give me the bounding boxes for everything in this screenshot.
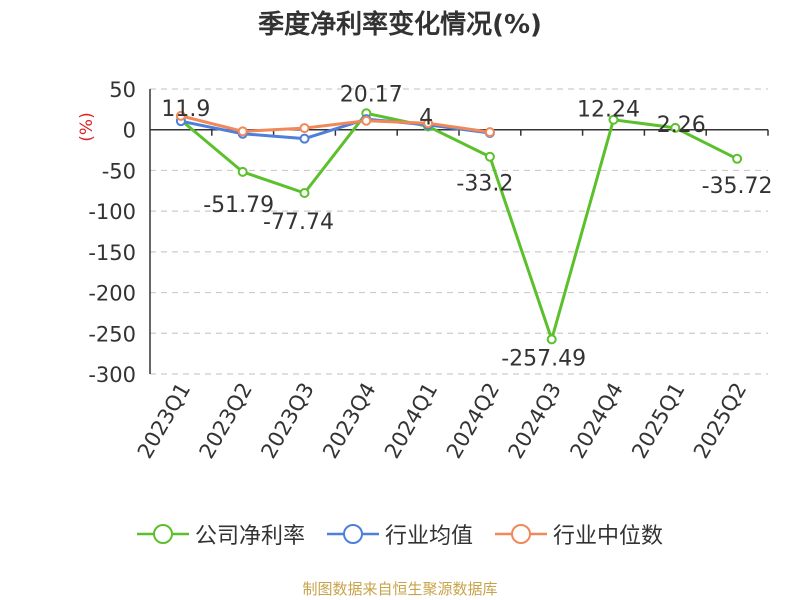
series-line-2 [180,114,491,134]
y-tick-label: 50 [109,78,136,102]
y-tick-label: -100 [88,200,136,224]
legend: 公司净利率 行业均值 行业中位数 [0,518,800,550]
legend-swatch-marker [342,524,363,544]
series-point-2 [423,118,434,129]
series-point-0 [237,166,248,177]
data-label: 12.24 [577,98,640,123]
series-point-0 [670,122,681,133]
data-label: -51.79 [203,193,274,218]
legend-swatch-icon [136,524,189,544]
y-tick-label: -250 [88,322,136,346]
chart-title: 季度净利率变化情况(%) [258,10,542,40]
data-label: -33.2 [456,172,513,197]
y-tick-label: -150 [88,241,136,265]
legend-swatch-marker [152,524,173,544]
legend-label: 行业均值 [384,524,473,549]
data-label: -257.49 [501,346,586,371]
y-tick-label: -200 [88,282,136,306]
grid-lines [150,88,768,375]
series-point-0 [732,153,743,164]
y-tick-label: 0 [123,119,136,143]
series-lines [175,108,743,345]
x-tick-label: 2024Q1 [380,378,442,462]
data-label: -35.72 [702,174,773,199]
y-tick-label: -300 [88,363,136,387]
legend-item-1[interactable]: 行业均值 [326,518,473,550]
data-label: 2.26 [657,113,706,138]
legend-swatch-icon [326,524,379,544]
legend-swatch-marker [511,524,531,544]
series-line-0 [179,111,738,341]
series-point-0 [546,334,557,345]
data-label: 20.17 [340,82,403,107]
source-note: 制图数据来自恒生聚源数据库 [302,580,498,598]
series-point-2 [361,115,372,126]
legend-item-0[interactable]: 公司净利率 [136,518,305,550]
data-labels: 11.9 -51.79-77.74 20.17 4 -33.2 -257.49 12.24 2… [161,82,772,371]
series-point-0 [484,151,495,162]
x-tick-label: 2023Q2 [195,379,257,463]
x-tick-label: 2025Q2 [689,379,751,463]
series-point-0 [299,188,310,199]
series-point-0 [608,114,619,125]
legend-label: 行业中位数 [553,524,664,549]
x-tick-label: 2025Q1 [627,379,689,463]
legend-label: 公司净利率 [194,524,305,549]
series-point-1 [299,133,310,144]
series-point-2 [484,127,495,138]
series-point-2 [237,126,248,137]
series-point-2 [175,110,186,121]
data-label: -77.74 [263,210,334,235]
data-label: 4 [419,105,433,130]
x-tick-label: 2023Q3 [256,379,318,463]
legend-swatch-icon [495,524,547,544]
legend-item-2[interactable]: 行业中位数 [495,518,663,550]
x-tick-label: 2023Q1 [133,379,195,463]
data-label: 11.9 [161,97,210,122]
x-tick-label: 2023Q4 [318,379,380,463]
x-tick-label: 2024Q2 [442,379,504,463]
series-point-2 [299,123,310,134]
y-axis-label: (%) [77,112,97,141]
x-tick-label: 2024Q4 [565,379,627,463]
x-tick-label: 2024Q3 [504,379,566,463]
y-tick-label: -50 [102,159,136,183]
